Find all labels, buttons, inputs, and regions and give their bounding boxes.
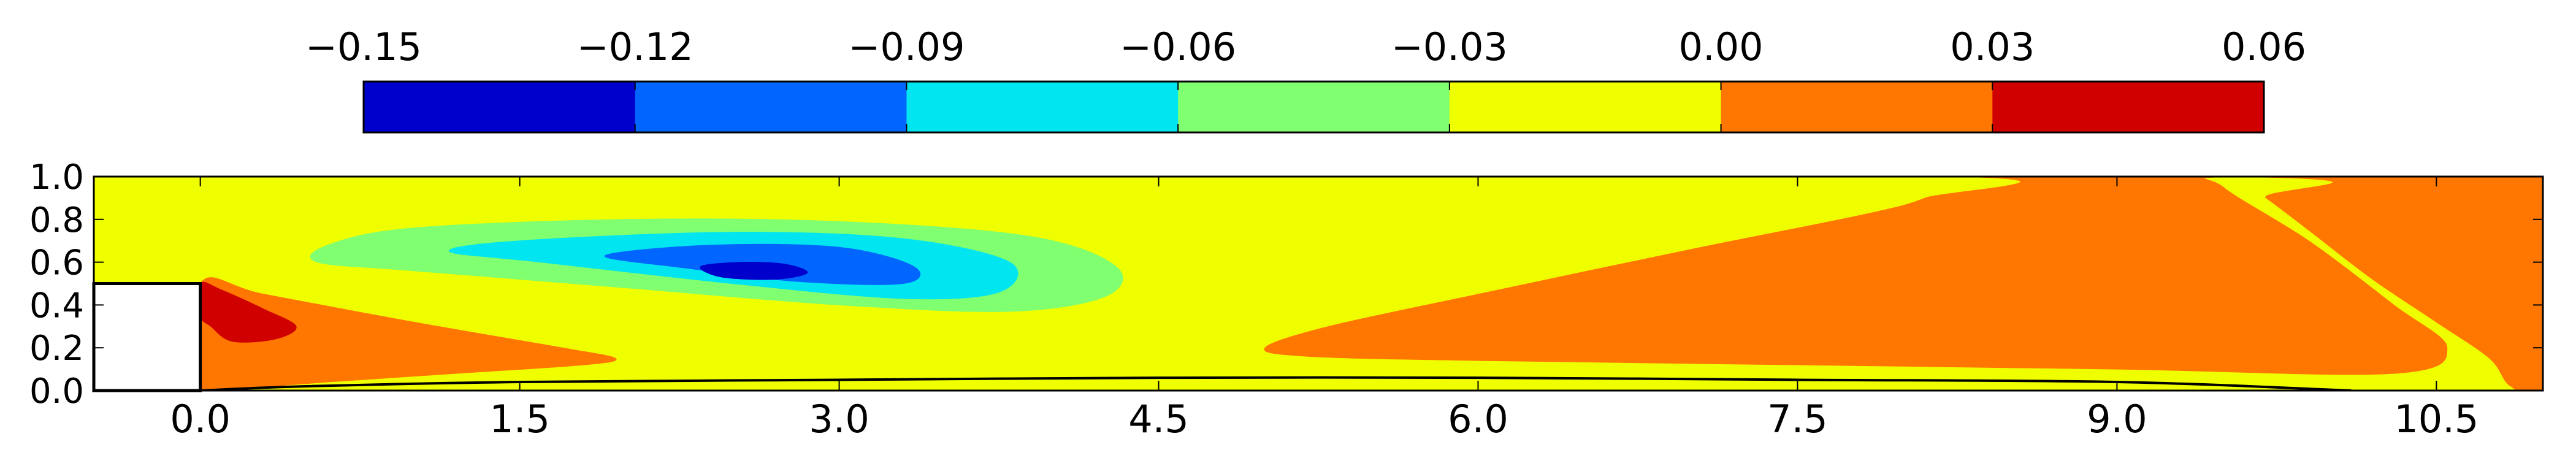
x-tick-label: 4.5 <box>1128 397 1189 441</box>
contour-region-1-1 <box>1007 177 2543 391</box>
colorbar-tick-label: −0.15 <box>305 25 422 69</box>
y-tick-label: 0.6 <box>29 243 84 283</box>
y-tick-label: 0.2 <box>29 329 84 368</box>
x-tick-label: 1.5 <box>489 397 550 441</box>
colorbar-tick-label: 0.00 <box>1679 25 1764 69</box>
x-tick-label: 3.0 <box>809 397 869 441</box>
contour-region-1-0 <box>193 277 617 391</box>
contour-regions <box>193 177 2543 391</box>
colorbar <box>364 82 2265 132</box>
step-obstacle <box>92 282 202 392</box>
y-axis: 0.0 0.20.40.60.81.0 <box>29 158 2543 411</box>
zero-contour-line <box>200 376 2352 391</box>
colorbar-swatch-6 <box>1992 82 2265 132</box>
colorbar-tick-label: −0.09 <box>848 25 965 69</box>
colorbar-tick-label: −0.06 <box>1120 25 1236 69</box>
y-tick-label: 0.0 <box>29 372 84 411</box>
colorbar-tick-label: −0.03 <box>1391 25 1508 69</box>
contour-region-2-0 <box>197 281 297 343</box>
x-tick-label: 7.5 <box>1767 397 1828 441</box>
colorbar-swatch-5 <box>1721 82 1993 132</box>
colorbar-tick-label: −0.12 <box>577 25 694 69</box>
contour-region-6-0 <box>700 261 808 280</box>
colorbar-swatch-4 <box>1449 82 1722 132</box>
colorbar-tick-label: 0.06 <box>2222 25 2306 69</box>
colorbar-swatch-1 <box>635 82 907 132</box>
y-tick-label: 0.4 <box>29 286 84 326</box>
x-tick-label: 10.5 <box>2394 397 2479 441</box>
y-tick-label: 1.0 <box>29 158 84 197</box>
colorbar-swatch-2 <box>906 82 1179 132</box>
x-tick-label: 6.0 <box>1448 397 1508 441</box>
colorbar-frame <box>362 80 2265 134</box>
x-tick-label: 9.0 <box>2087 397 2147 441</box>
x-axis: 0.0 1.5 3.0 4.5 6.0 7.5 9.0 10.5 <box>170 177 2479 441</box>
colorbar-swatch-0 <box>364 82 636 132</box>
y-tick-label: 0.8 <box>29 200 84 240</box>
x-tick-label: 0.0 <box>170 397 231 441</box>
colorbar-tick-labels: −0.15 −0.12 −0.09 −0.06 −0.03 0.00 0.03 0.06 <box>305 25 2306 132</box>
colorbar-swatch-3 <box>1178 82 1450 132</box>
plot-frame <box>93 175 2544 392</box>
colorbar-tick-label: 0.03 <box>1950 25 2035 69</box>
